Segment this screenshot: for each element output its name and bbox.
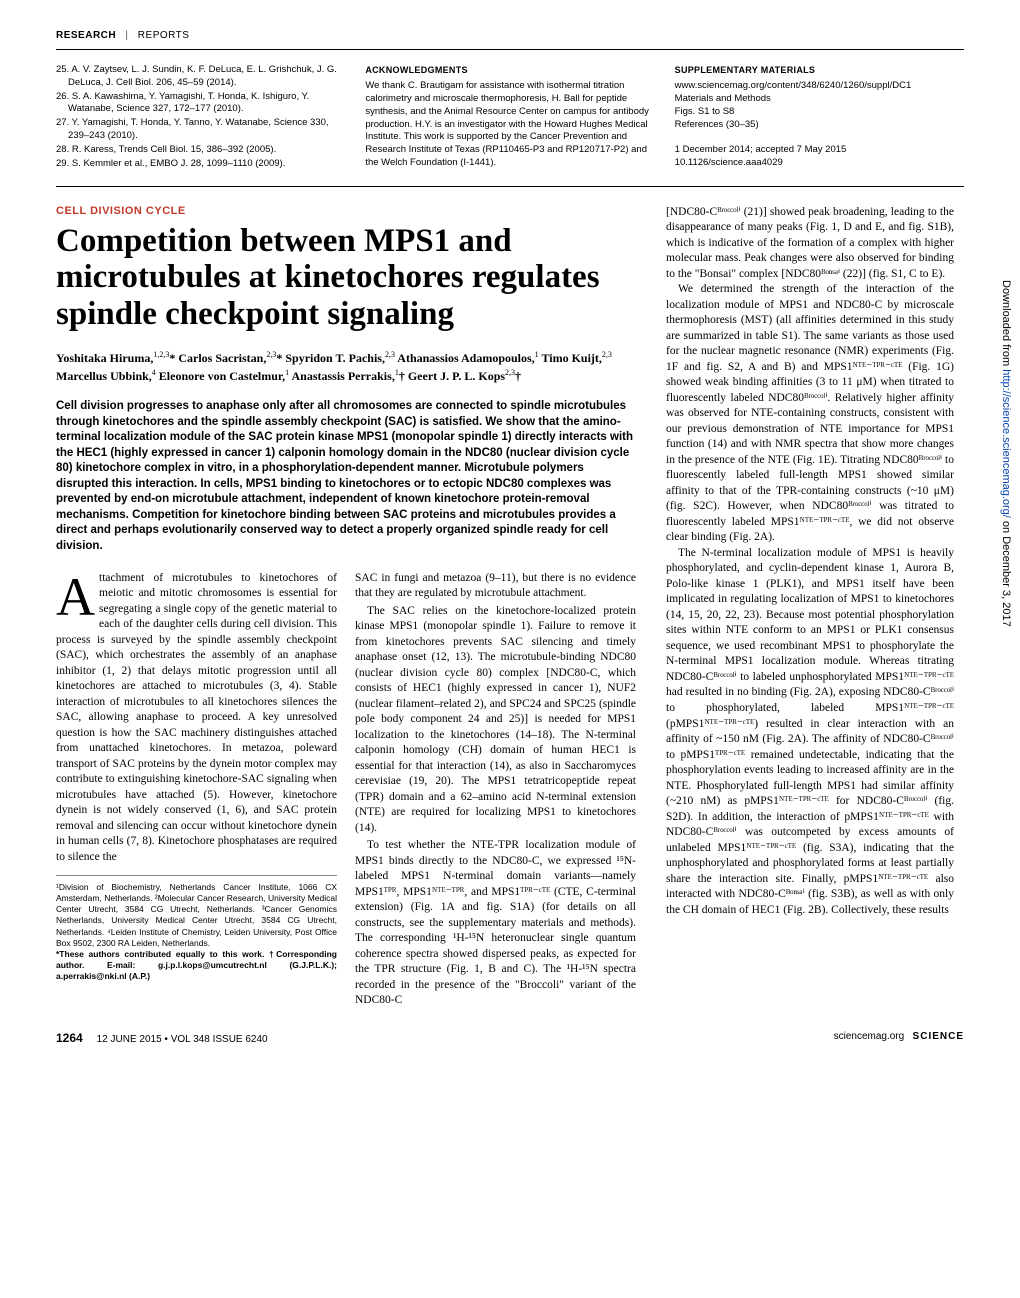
right-column: [NDC80-Cᴮʳᵒᶜᶜᵒˡⁱ (21)] showed peak broad…: [666, 205, 954, 919]
reference-item: 27. Y. Yamagishi, T. Honda, Y. Tanno, Y.…: [56, 117, 345, 143]
wm-link[interactable]: http://science.sciencemag.org/: [1000, 369, 1012, 518]
issue-info: 12 JUNE 2015 • VOL 348 ISSUE 6240: [97, 1034, 268, 1045]
download-watermark: Downloaded from http://science.sciencema…: [1000, 280, 1012, 627]
top-block: 25. A. V. Zaytsev, L. J. Sundin, K. F. D…: [56, 64, 964, 187]
article: CELL DIVISION CYCLE Competition between …: [56, 205, 964, 1009]
affiliations: ¹Division of Biochemistry, Netherlands C…: [56, 882, 337, 948]
reference-item: 25. A. V. Zaytsev, L. J. Sundin, K. F. D…: [56, 64, 345, 90]
running-section: RESEARCH: [56, 30, 116, 41]
body-p2: SAC in fungi and metazoa (9–11), but the…: [355, 571, 636, 602]
right-p1: [NDC80-Cᴮʳᵒᶜᶜᵒˡⁱ (21)] showed peak broad…: [666, 205, 954, 283]
article-title: Competition between MPS1 and microtubule…: [56, 223, 636, 334]
footer-url: sciencemag.org: [834, 1031, 905, 1042]
right-p3: The N-terminal localization module of MP…: [666, 546, 954, 918]
supp-line: www.sciencemag.org/content/348/6240/1260…: [675, 80, 964, 93]
abstract: Cell division progresses to anaphase onl…: [56, 399, 636, 554]
body-columns: Attachment of microtubules to kinetochor…: [56, 571, 636, 1009]
supp-text: www.sciencemag.org/content/348/6240/1260…: [675, 80, 964, 170]
supp-line: [675, 131, 964, 144]
right-p2: We determined the strength of the intera…: [666, 282, 954, 546]
reference-item: 26. S. A. Kawashima, Y. Yamagishi, T. Ho…: [56, 91, 345, 117]
acknowledgments: ACKNOWLEDGMENTS We thank C. Brautigam fo…: [365, 64, 654, 172]
reference-item: 29. S. Kemmler et al., EMBO J. 28, 1099–…: [56, 158, 345, 171]
ack-heading: ACKNOWLEDGMENTS: [365, 64, 654, 76]
dropcap: A: [56, 571, 99, 619]
affiliations-block: ¹Division of Biochemistry, Netherlands C…: [56, 875, 337, 981]
author-notes: *These authors contributed equally to th…: [56, 949, 337, 982]
supp-line: 1 December 2014; accepted 7 May 2015: [675, 144, 964, 157]
supp-line: References (30–35): [675, 119, 964, 132]
running-type: REPORTS: [138, 30, 190, 41]
page-number: 1264: [56, 1031, 83, 1045]
supp-line: Figs. S1 to S8: [675, 106, 964, 119]
supp-line: Materials and Methods: [675, 93, 964, 106]
ack-text: We thank C. Brautigam for assistance wit…: [365, 80, 654, 170]
reference-item: 28. R. Karess, Trends Cell Biol. 15, 386…: [56, 144, 345, 157]
running-head: RESEARCH | REPORTS: [56, 30, 964, 50]
previous-references: 25. A. V. Zaytsev, L. J. Sundin, K. F. D…: [56, 64, 345, 172]
body-p3: The SAC relies on the kinetochore-locali…: [355, 604, 636, 837]
author-list: Yoshitaka Hiruma,1,2,3* Carlos Sacristan…: [56, 349, 636, 385]
footer-left: 1264 12 JUNE 2015 • VOL 348 ISSUE 6240: [56, 1031, 268, 1045]
supplementary-materials: SUPPLEMENTARY MATERIALS www.sciencemag.o…: [675, 64, 964, 172]
body-p1-text: ttachment of microtubules to kinetochore…: [56, 572, 337, 863]
supp-heading: SUPPLEMENTARY MATERIALS: [675, 64, 964, 76]
body-p4: To test whether the NTE-TPR localization…: [355, 838, 636, 1009]
pipe: |: [125, 30, 128, 41]
page-footer: 1264 12 JUNE 2015 • VOL 348 ISSUE 6240 s…: [56, 1027, 964, 1045]
footer-journal: SCIENCE: [913, 1031, 964, 1042]
wm-post: on December 3, 2017: [1000, 518, 1012, 627]
footer-right: sciencemag.org SCIENCE: [834, 1031, 964, 1045]
body-p1: Attachment of microtubules to kinetochor…: [56, 571, 337, 866]
wm-pre: Downloaded from: [1000, 280, 1012, 369]
supp-line: 10.1126/science.aaa4029: [675, 157, 964, 170]
